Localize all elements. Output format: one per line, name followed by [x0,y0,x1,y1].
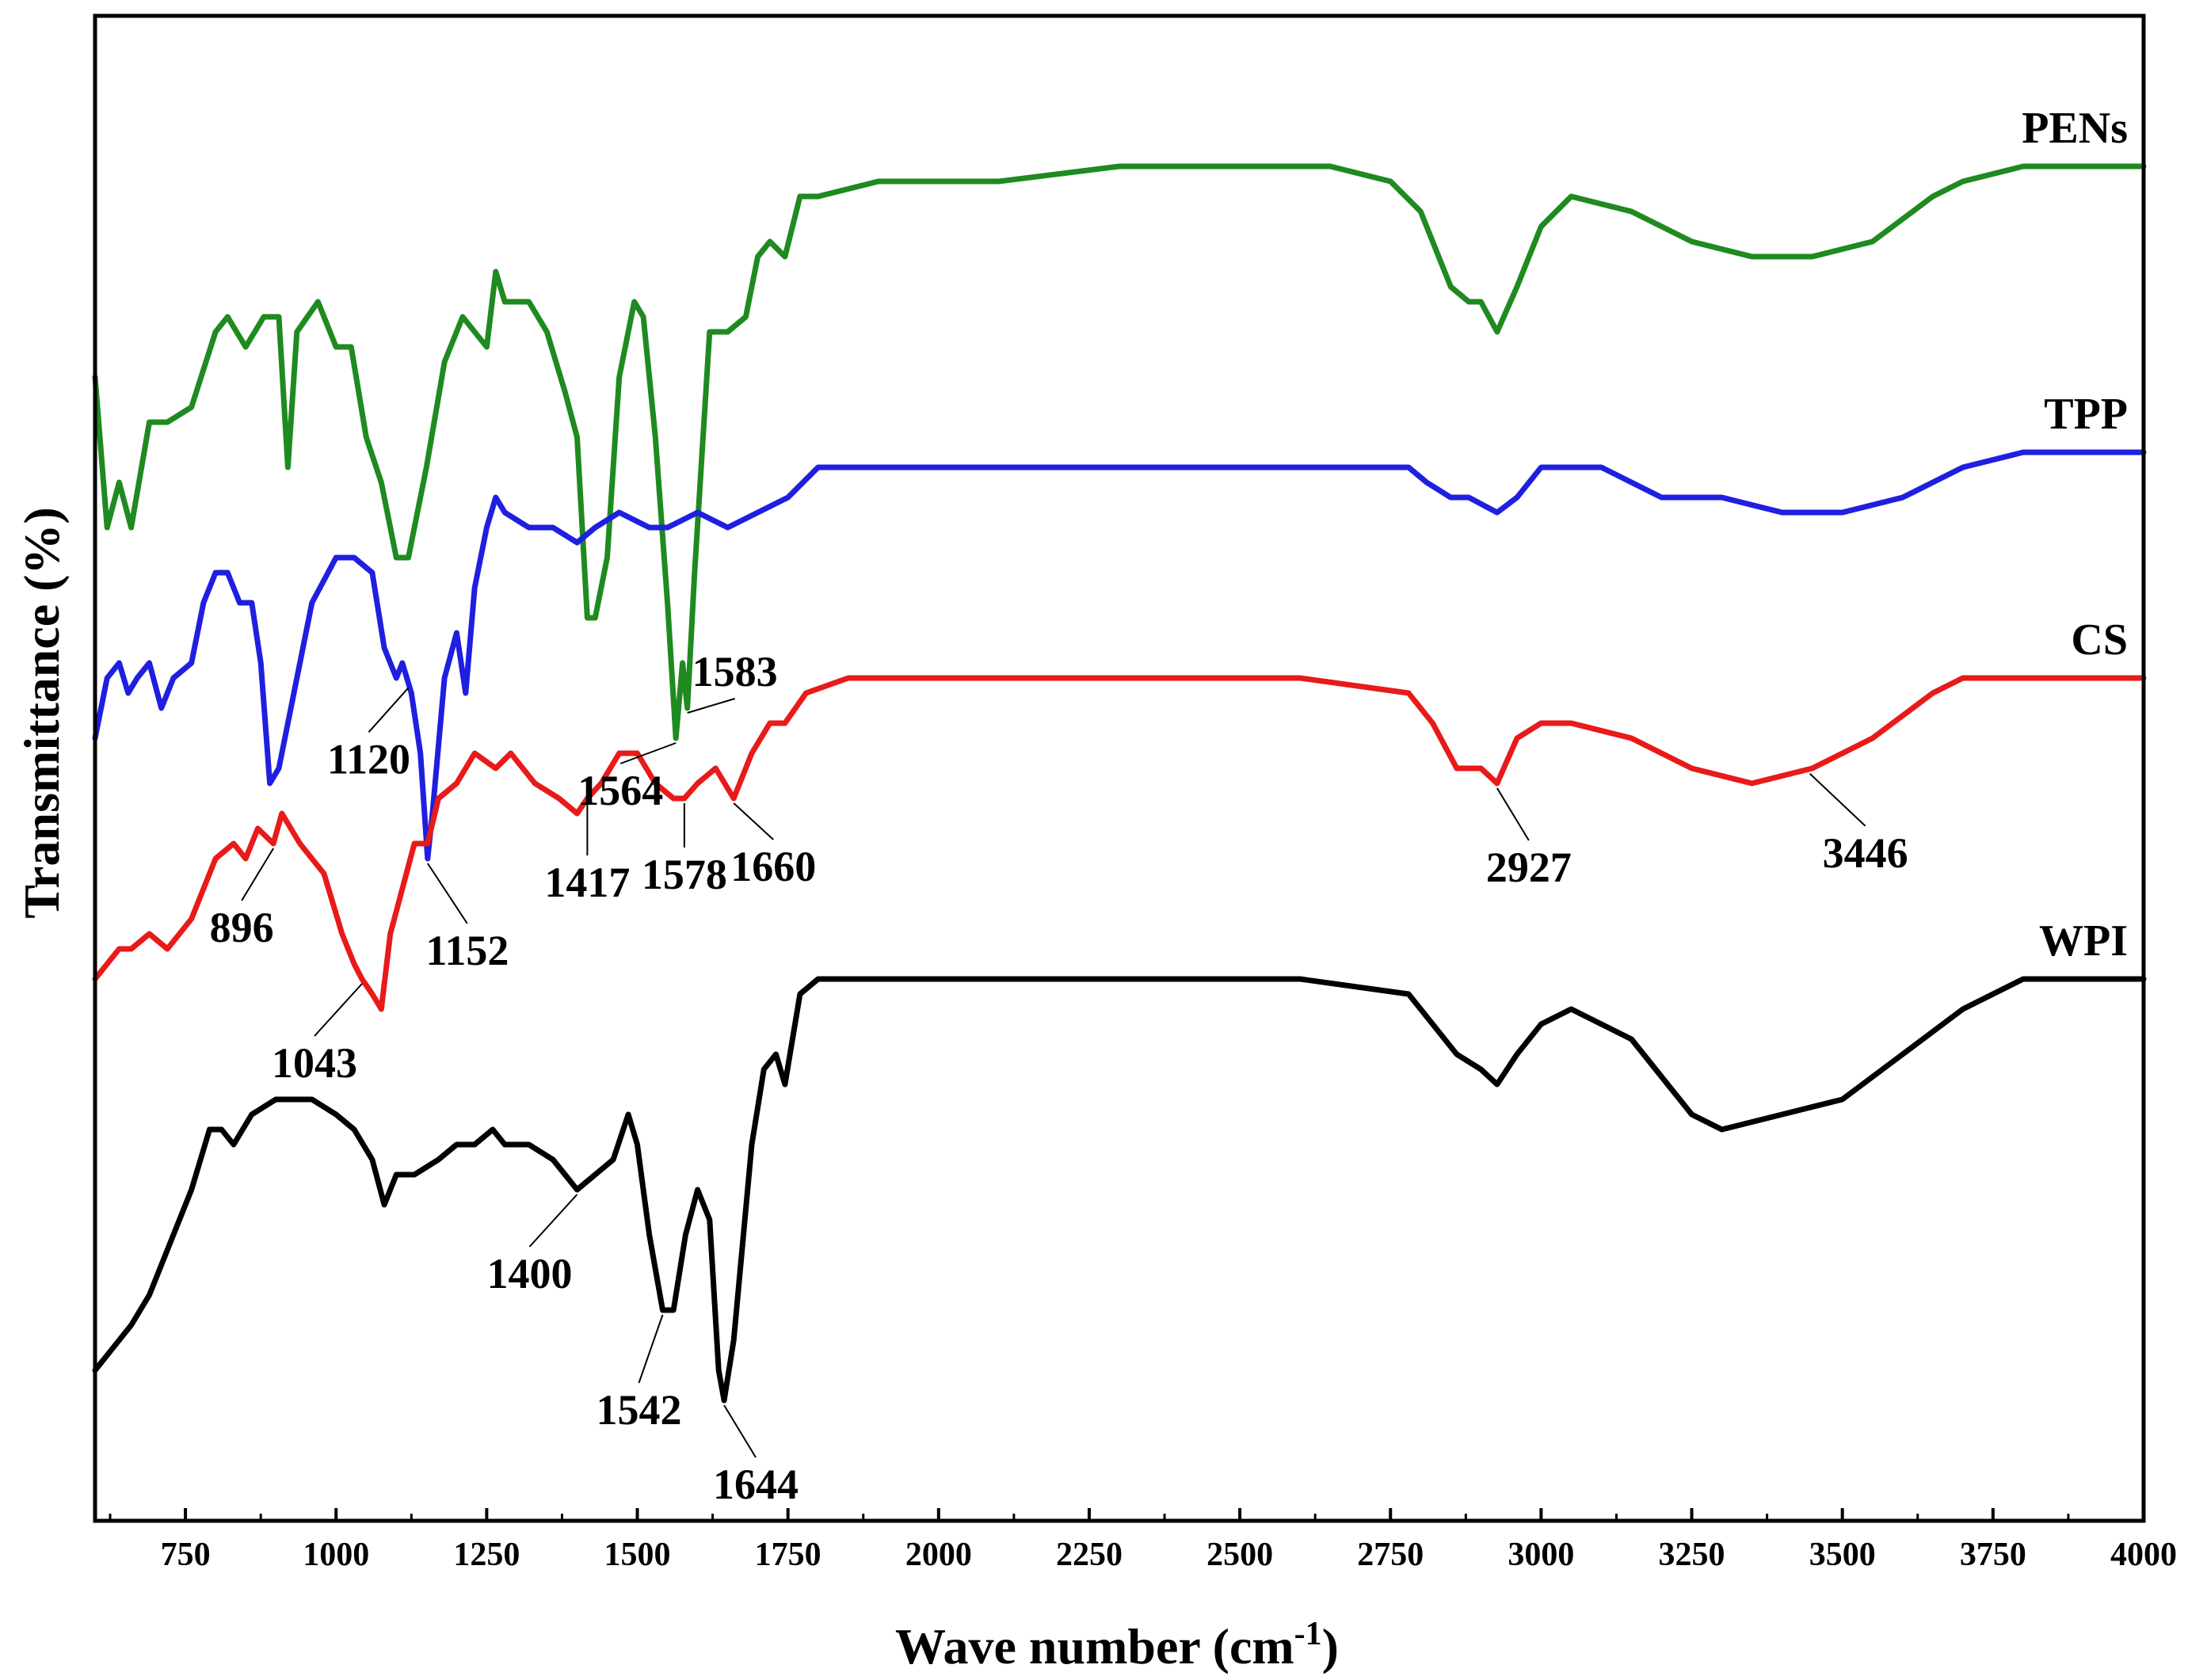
series-line-wpi [92,976,2147,1404]
series-line-tpp [92,449,2147,862]
x-tick-label-1250: 1250 [453,1537,520,1573]
x-tick-label-2750: 2750 [1357,1537,1424,1573]
x-axis-title: Wave number (cm-1) [895,1616,1339,1674]
series-layer [92,163,2147,1404]
x-tick-label-3250: 3250 [1659,1537,1725,1573]
annotation-layer: 1120 1564 1583 896 1152 1043 1417 1578 1660 2927 3… [210,648,1908,1508]
series-line-pens [92,163,2147,741]
x-tick-label-1000: 1000 [303,1537,369,1573]
x-axis-title-superscript: -1 [1294,1616,1322,1652]
annotation-label-1583: 1583 [692,648,778,695]
series-label-pens: PENs [2022,104,2128,153]
annotation-leader-896 [241,848,274,901]
x-tick-label-3000: 3000 [1508,1537,1574,1573]
annotation-leader-1400 [528,1194,578,1248]
annotation-label-3446: 3446 [1823,829,1908,877]
x-tick-label-2250: 2250 [1056,1537,1123,1573]
annotation-label-1564: 1564 [577,767,663,814]
x-tick-label-750: 750 [161,1537,211,1573]
x-tick-label-3750: 3750 [1960,1537,2026,1573]
annotation-label-1120: 1120 [327,735,410,783]
annotation-label-1152: 1152 [425,927,509,974]
x-tick-label-4000: 4000 [2110,1537,2177,1573]
annotation-leader-1043 [314,983,363,1037]
x-tick-label-3500: 3500 [1809,1537,1876,1573]
series-label-cs: CS [2071,615,2128,665]
x-axis-title-close: ) [1322,1618,1339,1674]
series-label-wpi: WPI [2039,916,2128,966]
annotation-label-1578: 1578 [642,851,727,898]
annotation-label-1644: 1644 [713,1461,799,1508]
annotation-leader-2927 [1496,787,1530,841]
annotation-label-2927: 2927 [1486,844,1572,891]
annotation-label-896: 896 [210,904,274,951]
plot-frame [93,13,2146,1523]
annotation-leader-1583 [687,698,735,714]
annotation-label-1043: 1043 [272,1039,357,1087]
annotation-leader-1660 [733,802,774,840]
annotation-leader-1152 [427,863,468,924]
annotation-leader-1120 [368,687,410,733]
series-label-layer: PENs TPP CS WPI [2022,104,2128,966]
x-axis-title-main: Wave number (cm [895,1618,1294,1674]
series-line-cs [92,675,2147,1012]
series-label-tpp: TPP [2044,390,2128,439]
x-tick-label-1750: 1750 [755,1537,821,1573]
annotation-label-1417: 1417 [544,859,630,906]
x-tick-layer: 750 1000 1250 1500 1750 2000 2250 2500 2750 3000 3… [109,1508,2177,1573]
annotation-leader-1644 [723,1404,757,1458]
x-tick-label-1500: 1500 [604,1537,671,1573]
y-axis-title: Transmittance (%) [13,507,70,919]
x-tick-label-2000: 2000 [905,1537,972,1573]
annotation-leader-1542 [638,1314,664,1384]
annotation-leader-1564 [619,742,677,764]
annotation-label-1660: 1660 [730,843,816,890]
annotation-label-1400: 1400 [486,1250,572,1297]
annotation-leader-3446 [1809,773,1866,827]
annotation-label-1542: 1542 [596,1386,681,1434]
x-tick-label-2500: 2500 [1206,1537,1273,1573]
